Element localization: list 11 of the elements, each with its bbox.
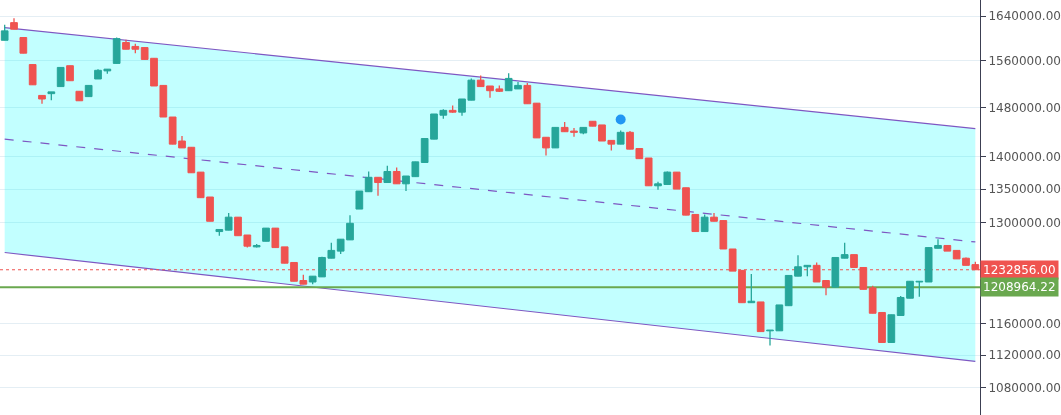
y-tick-label: 1300000.00 xyxy=(988,215,1061,230)
y-tick-label: 1080000.00 xyxy=(988,380,1061,395)
y-tick-label: 1160000.00 xyxy=(988,317,1061,332)
y-tick-label: 1640000.00 xyxy=(988,9,1061,24)
y-tick-label: 1400000.00 xyxy=(988,149,1061,164)
ref-line-label: 1232856.00 xyxy=(983,263,1056,277)
y-tick-label: 1480000.00 xyxy=(988,100,1061,115)
y-tick-label: 1350000.00 xyxy=(988,182,1061,197)
y-tick-label: 1120000.00 xyxy=(988,348,1061,363)
ref-line-label: 1208964.22 xyxy=(983,280,1056,294)
y-tick-label: 1560000.00 xyxy=(988,53,1061,68)
